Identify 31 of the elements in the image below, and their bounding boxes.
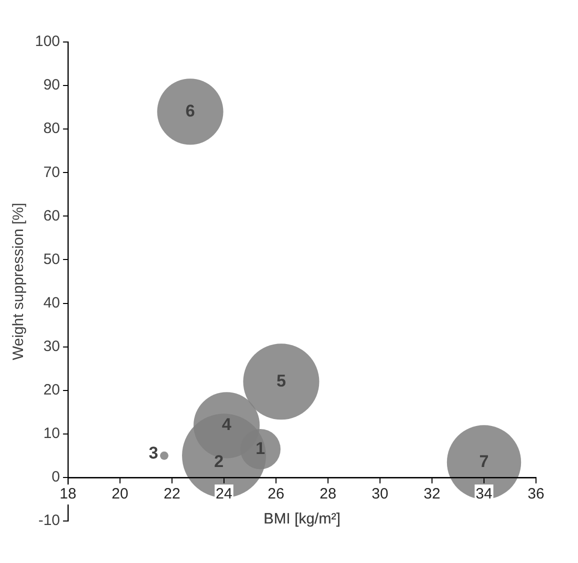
x-tick-label: 34 xyxy=(476,486,492,503)
x-tick-label: 24 xyxy=(216,486,232,503)
x-tick-label: 30 xyxy=(372,486,388,503)
annotation: 3 xyxy=(148,443,158,462)
x-tick-label: 26 xyxy=(268,486,284,503)
annotation: 2 xyxy=(214,452,224,471)
y-axis-title: Weight suppression [%] xyxy=(10,202,28,360)
y-tick-label: 30 xyxy=(43,338,60,355)
annotation: 4 xyxy=(222,414,232,434)
x-tick-label: 18 xyxy=(60,486,76,503)
y-tick-label: 80 xyxy=(43,120,60,138)
y-tick-label: 90 xyxy=(43,76,60,94)
x-axis-title: BMI [kg/m²] xyxy=(264,510,340,528)
annotation: 5 xyxy=(276,371,286,390)
y-tick-label: 60 xyxy=(43,207,60,224)
x-tick-label: 36 xyxy=(528,486,544,503)
y-tick-label: 20 xyxy=(43,382,60,399)
y-tick-label: 0 xyxy=(52,468,60,486)
x-tick-label: 28 xyxy=(320,486,336,503)
y-tick-label: 100 xyxy=(34,33,60,50)
y-tick-label: 40 xyxy=(43,294,60,312)
x-tick-label: 20 xyxy=(112,486,128,503)
y-tick-label: 70 xyxy=(43,164,60,181)
x-tick-label: 32 xyxy=(424,486,440,503)
y-tick-label: 50 xyxy=(43,250,60,268)
y-tick-label: 10 xyxy=(43,425,60,442)
annotation: 6 xyxy=(185,101,195,120)
annotation: 1 xyxy=(256,438,266,458)
annotation: 7 xyxy=(479,452,489,471)
y-tick-label: -10 xyxy=(38,512,60,530)
x-tick-label: 22 xyxy=(164,486,180,503)
